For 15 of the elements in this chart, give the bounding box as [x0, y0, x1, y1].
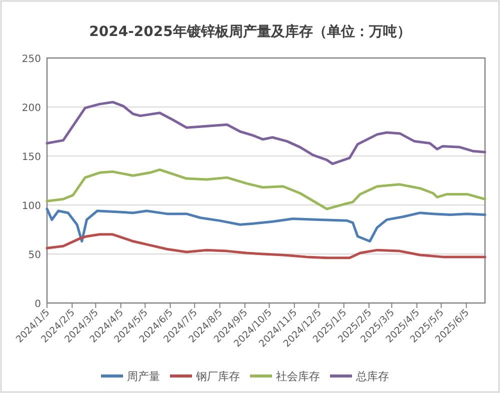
- legend-label: 社会库存: [276, 370, 320, 383]
- y-tick-label: 150: [22, 152, 41, 163]
- line-series: [46, 100, 486, 166]
- chart-title: 2024-2025年镀锌板周产量及库存（单位：万吨）: [89, 23, 411, 40]
- line-series: [46, 168, 486, 210]
- legend-label: 周产量: [127, 370, 160, 383]
- legend-label: 钢厂库存: [195, 370, 240, 383]
- y-tick-label: 100: [22, 201, 41, 212]
- y-tick-label: 250: [22, 54, 41, 65]
- line-series: [46, 233, 486, 260]
- legend-label: 总库存: [355, 370, 389, 383]
- y-tick-label: 200: [22, 103, 41, 114]
- line-series: [46, 208, 486, 243]
- y-tick-label: 0: [34, 299, 41, 310]
- y-tick-label: 50: [28, 250, 41, 261]
